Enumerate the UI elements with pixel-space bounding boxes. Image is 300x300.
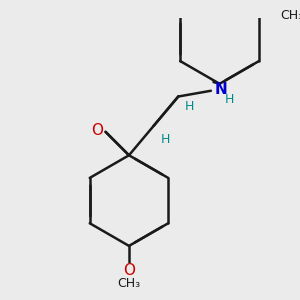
Text: H: H (185, 100, 195, 113)
Text: H: H (225, 93, 234, 106)
Text: O: O (123, 263, 135, 278)
Text: CH₃: CH₃ (117, 277, 140, 290)
Text: O: O (91, 123, 103, 138)
Text: H: H (160, 133, 170, 146)
Text: N: N (214, 82, 227, 97)
Text: CH₃: CH₃ (280, 9, 300, 22)
